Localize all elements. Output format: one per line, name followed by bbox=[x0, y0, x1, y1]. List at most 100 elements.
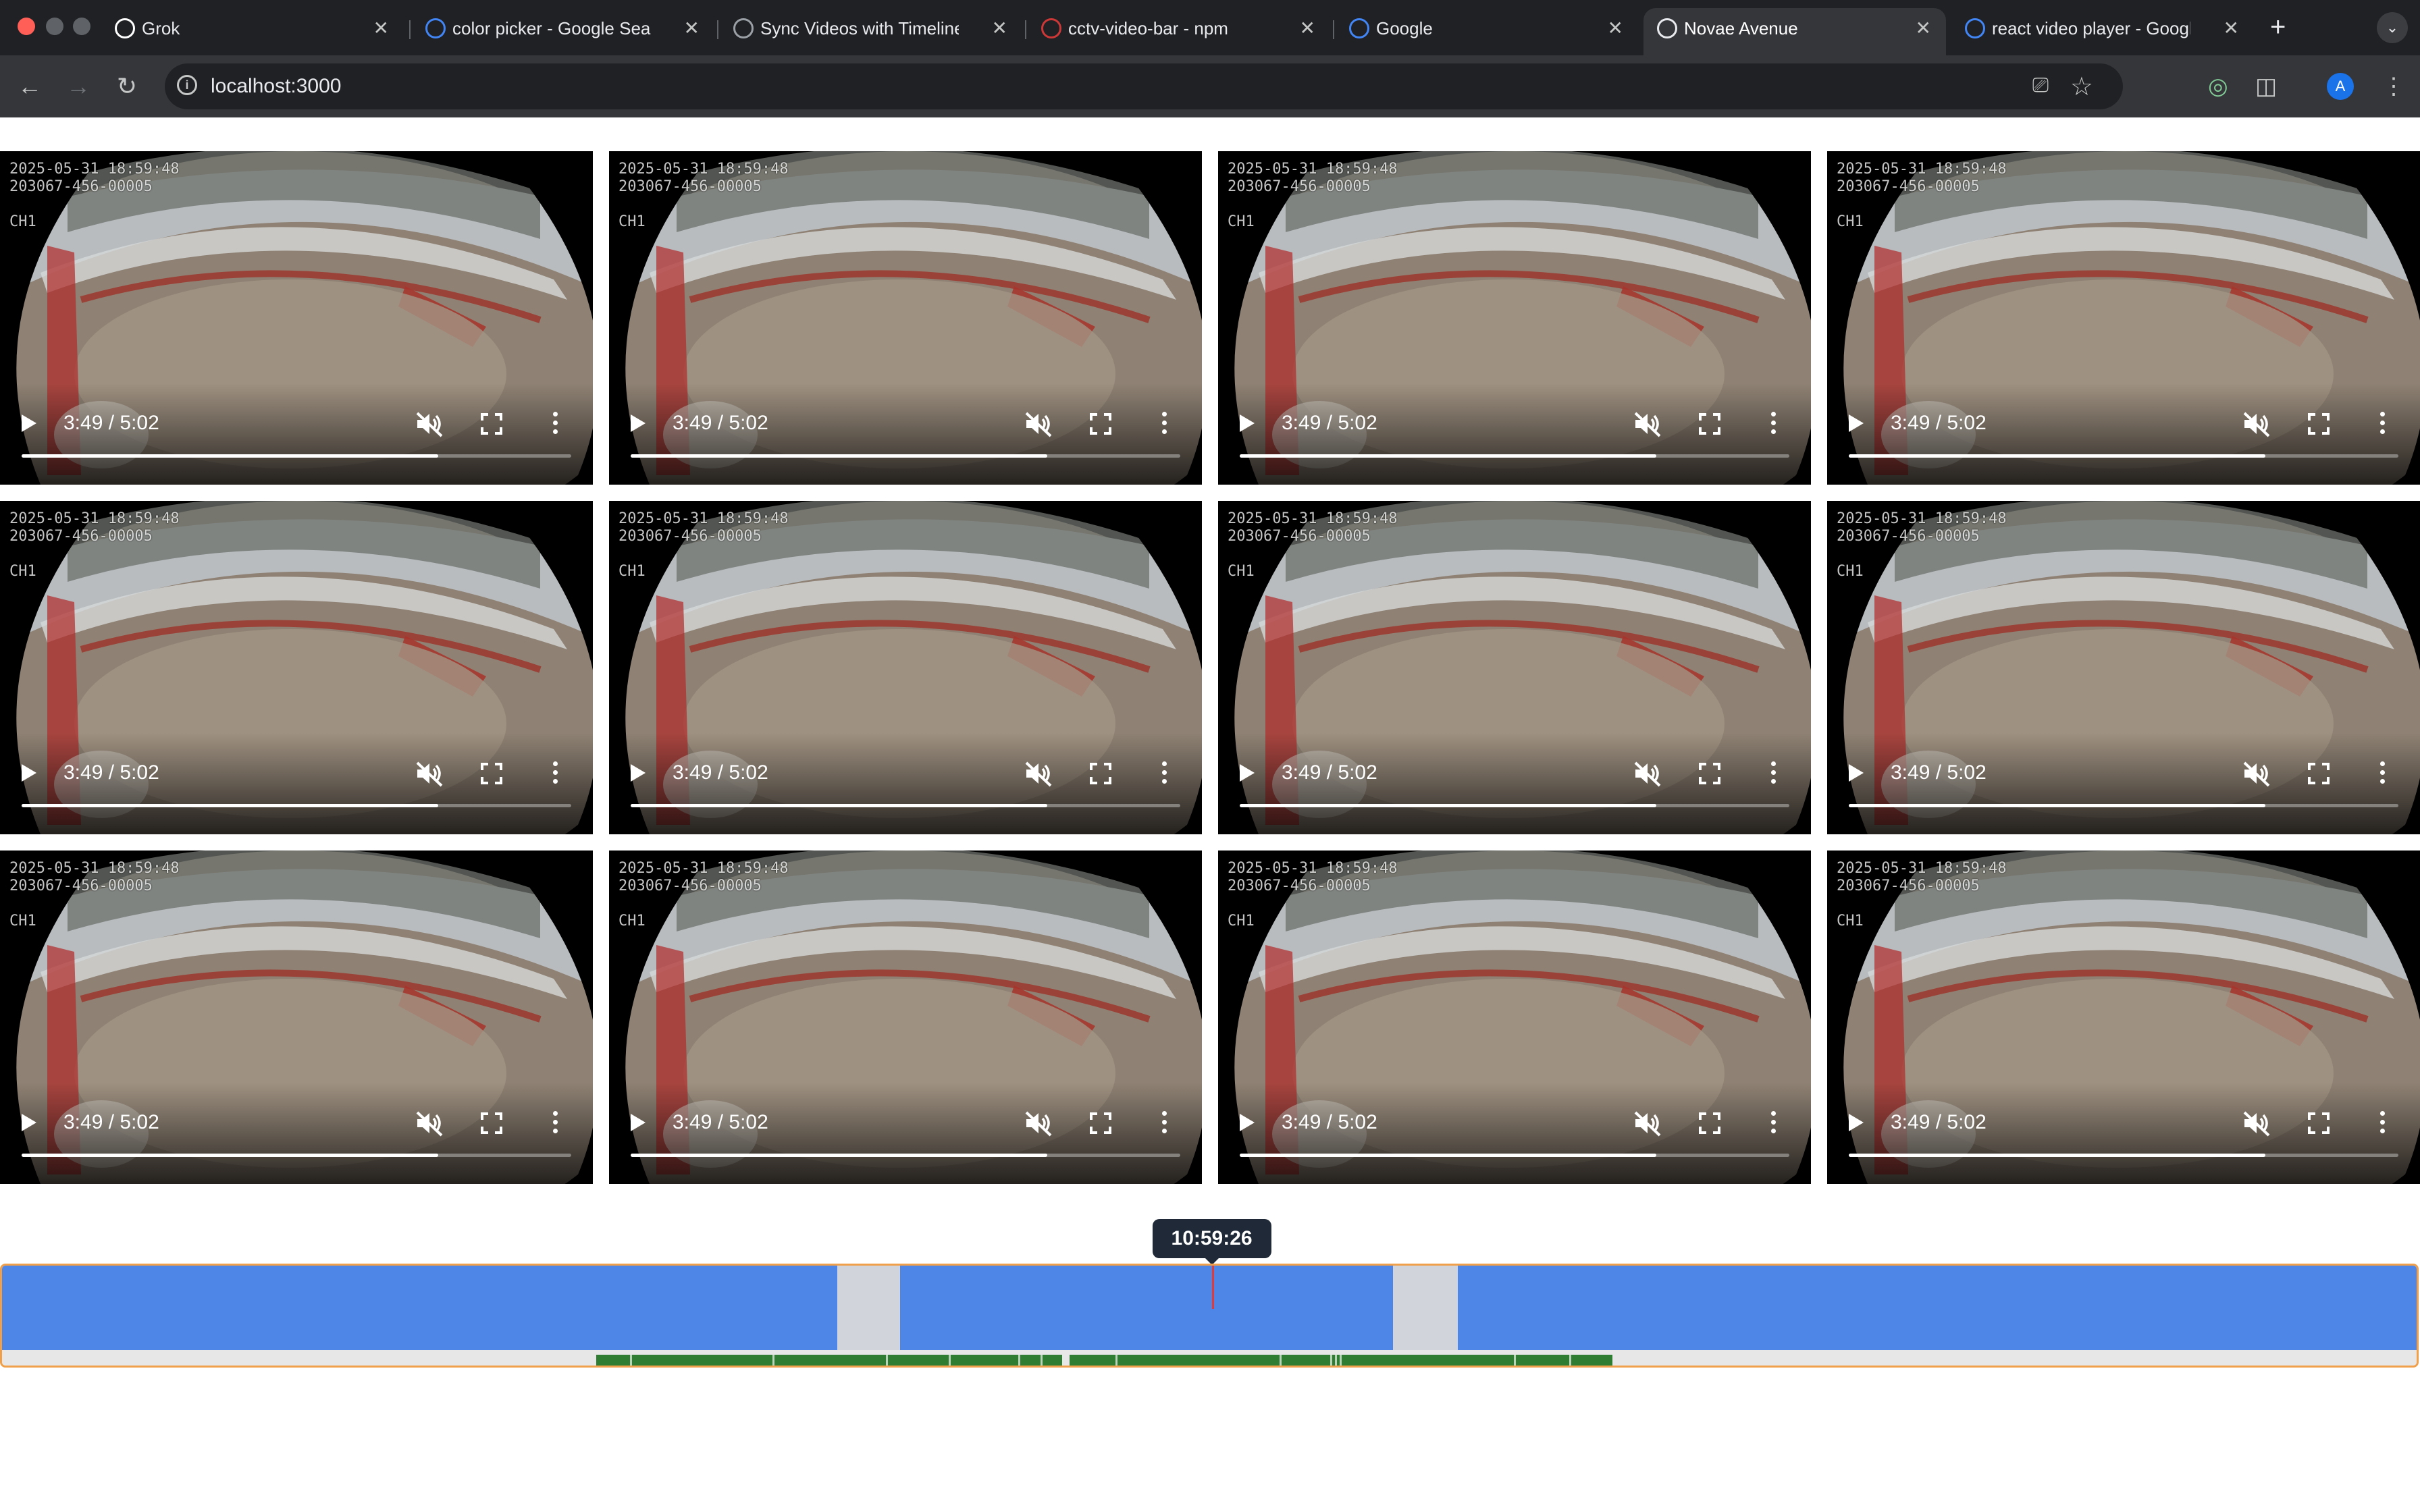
address-bar[interactable]: i localhost:3000 ⎚ ☆ bbox=[165, 63, 2123, 109]
tab-close-icon[interactable]: ✕ bbox=[1915, 18, 1931, 38]
bookmark-star-icon[interactable]: ☆ bbox=[2070, 73, 2093, 101]
video-progress-bar[interactable] bbox=[1849, 454, 2398, 458]
fullscreen-icon[interactable] bbox=[2308, 1112, 2330, 1134]
fullscreen-icon[interactable] bbox=[1090, 413, 1111, 435]
tab-6[interactable]: Novae Avenue ✕ bbox=[1643, 8, 1946, 55]
fullscreen-icon[interactable] bbox=[481, 1112, 502, 1134]
fullscreen-icon[interactable] bbox=[1699, 763, 1720, 784]
timeline-bar[interactable] bbox=[0, 1264, 2419, 1368]
muted-speaker-icon[interactable] bbox=[415, 760, 444, 787]
tab-4[interactable]: cctv-video-bar - npm ✕ bbox=[1028, 8, 1330, 55]
url-text[interactable]: localhost:3000 bbox=[211, 75, 342, 97]
video-player[interactable]: 2025-05-31 18:59:48 203067-456-00005 CH1 3:… bbox=[609, 501, 1202, 834]
video-progress-bar[interactable] bbox=[1240, 454, 1789, 458]
tab-1[interactable]: Grok ✕ bbox=[101, 8, 404, 55]
muted-speaker-icon[interactable] bbox=[1024, 410, 1053, 437]
close-window-button[interactable] bbox=[18, 18, 35, 35]
muted-speaker-icon[interactable] bbox=[1024, 1110, 1053, 1137]
fullscreen-icon[interactable] bbox=[481, 763, 502, 784]
muted-speaker-icon[interactable] bbox=[1633, 1110, 1662, 1137]
video-progress-bar[interactable] bbox=[631, 804, 1180, 807]
play-icon[interactable] bbox=[631, 414, 646, 432]
fullscreen-icon[interactable] bbox=[2308, 763, 2330, 784]
back-icon[interactable]: ← bbox=[18, 72, 42, 100]
tab-close-icon[interactable]: ✕ bbox=[1299, 18, 1315, 38]
video-player[interactable]: 2025-05-31 18:59:48 203067-456-00005 CH1 3:… bbox=[1827, 501, 2420, 834]
tab-close-icon[interactable]: ✕ bbox=[2223, 18, 2239, 38]
video-progress-bar[interactable] bbox=[22, 454, 571, 458]
tab-7[interactable]: react video player - Google Search ✕ bbox=[1951, 8, 2254, 55]
video-player[interactable]: 2025-05-31 18:59:48 203067-456-00005 CH1 3:… bbox=[1218, 501, 1811, 834]
more-options-icon[interactable] bbox=[551, 761, 559, 786]
tab-close-icon[interactable]: ✕ bbox=[683, 18, 700, 38]
forward-icon[interactable]: → bbox=[66, 72, 90, 100]
timeline-available-segment[interactable] bbox=[900, 1266, 1393, 1350]
fullscreen-icon[interactable] bbox=[481, 413, 502, 435]
minimize-window-button[interactable] bbox=[46, 18, 63, 35]
more-options-icon[interactable] bbox=[551, 412, 559, 436]
more-options-icon[interactable] bbox=[1769, 761, 1777, 786]
play-icon[interactable] bbox=[22, 1114, 36, 1131]
more-options-icon[interactable] bbox=[1160, 1111, 1168, 1135]
muted-speaker-icon[interactable] bbox=[2242, 760, 2271, 787]
tab-close-icon[interactable]: ✕ bbox=[1607, 18, 1623, 38]
video-progress-bar[interactable] bbox=[631, 454, 1180, 458]
more-options-icon[interactable] bbox=[2378, 761, 2386, 786]
maximize-window-button[interactable] bbox=[73, 18, 90, 35]
fullscreen-icon[interactable] bbox=[1090, 1112, 1111, 1134]
fullscreen-icon[interactable] bbox=[1090, 763, 1111, 784]
reload-icon[interactable]: ↻ bbox=[116, 72, 138, 100]
tab-5[interactable]: Google ✕ bbox=[1336, 8, 1638, 55]
video-player[interactable]: 2025-05-31 18:59:48 203067-456-00005 CH1 3:… bbox=[1827, 850, 2420, 1184]
video-progress-bar[interactable] bbox=[631, 1154, 1180, 1157]
muted-speaker-icon[interactable] bbox=[1633, 410, 1662, 437]
play-icon[interactable] bbox=[631, 1114, 646, 1131]
video-player[interactable]: 2025-05-31 18:59:48 203067-456-00005 CH1 3:… bbox=[1827, 151, 2420, 485]
play-icon[interactable] bbox=[631, 764, 646, 782]
video-player[interactable]: 2025-05-31 18:59:48 203067-456-00005 CH1 3:… bbox=[0, 151, 593, 485]
play-icon[interactable] bbox=[1240, 414, 1255, 432]
fullscreen-icon[interactable] bbox=[1699, 1112, 1720, 1134]
tab-3[interactable]: Sync Videos with Timeline ✕ bbox=[720, 8, 1022, 55]
tab-close-icon[interactable]: ✕ bbox=[991, 18, 1007, 38]
play-icon[interactable] bbox=[1849, 764, 1864, 782]
profile-avatar[interactable]: A bbox=[2327, 73, 2354, 100]
more-options-icon[interactable] bbox=[1769, 412, 1777, 436]
muted-speaker-icon[interactable] bbox=[1024, 760, 1053, 787]
puzzle-icon[interactable]: ◫ bbox=[2255, 74, 2278, 99]
video-player[interactable]: 2025-05-31 18:59:48 203067-456-00005 CH1 3:… bbox=[609, 151, 1202, 485]
tab-close-icon[interactable]: ✕ bbox=[373, 18, 389, 38]
fullscreen-icon[interactable] bbox=[1699, 413, 1720, 435]
more-options-icon[interactable] bbox=[2378, 412, 2386, 436]
tab-2[interactable]: color picker - Google Search ✕ bbox=[412, 8, 714, 55]
video-progress-bar[interactable] bbox=[22, 1154, 571, 1157]
timeline-available-segment[interactable] bbox=[1458, 1266, 2417, 1350]
play-icon[interactable] bbox=[1849, 1114, 1864, 1131]
more-options-icon[interactable] bbox=[1769, 1111, 1777, 1135]
new-tab-button[interactable]: + bbox=[2270, 12, 2286, 42]
play-icon[interactable] bbox=[1849, 414, 1864, 432]
extension-icon[interactable]: ◎ bbox=[2208, 74, 2228, 99]
site-info-icon[interactable]: i bbox=[177, 75, 197, 95]
play-icon[interactable] bbox=[1240, 764, 1255, 782]
more-options-icon[interactable] bbox=[1160, 761, 1168, 786]
play-icon[interactable] bbox=[1240, 1114, 1255, 1131]
timeline-playhead[interactable] bbox=[1211, 1266, 1214, 1309]
more-options-icon[interactable] bbox=[2378, 1111, 2386, 1135]
muted-speaker-icon[interactable] bbox=[415, 410, 444, 437]
more-options-icon[interactable] bbox=[551, 1111, 559, 1135]
install-app-icon[interactable]: ⎚ bbox=[2032, 74, 2049, 97]
play-icon[interactable] bbox=[22, 764, 36, 782]
video-progress-bar[interactable] bbox=[1849, 1154, 2398, 1157]
play-icon[interactable] bbox=[22, 414, 36, 432]
tab-search-chevron-icon[interactable]: ⌄ bbox=[2377, 12, 2408, 43]
video-progress-bar[interactable] bbox=[1240, 1154, 1789, 1157]
video-player[interactable]: 2025-05-31 18:59:48 203067-456-00005 CH1 3:… bbox=[609, 850, 1202, 1184]
video-player[interactable]: 2025-05-31 18:59:48 203067-456-00005 CH1 3:… bbox=[0, 501, 593, 834]
video-player[interactable]: 2025-05-31 18:59:48 203067-456-00005 CH1 3:… bbox=[1218, 850, 1811, 1184]
muted-speaker-icon[interactable] bbox=[1633, 760, 1662, 787]
timeline-available-segment[interactable] bbox=[2, 1266, 838, 1350]
muted-speaker-icon[interactable] bbox=[2242, 410, 2271, 437]
video-progress-bar[interactable] bbox=[1240, 804, 1789, 807]
video-player[interactable]: 2025-05-31 18:59:48 203067-456-00005 CH1 3:… bbox=[1218, 151, 1811, 485]
